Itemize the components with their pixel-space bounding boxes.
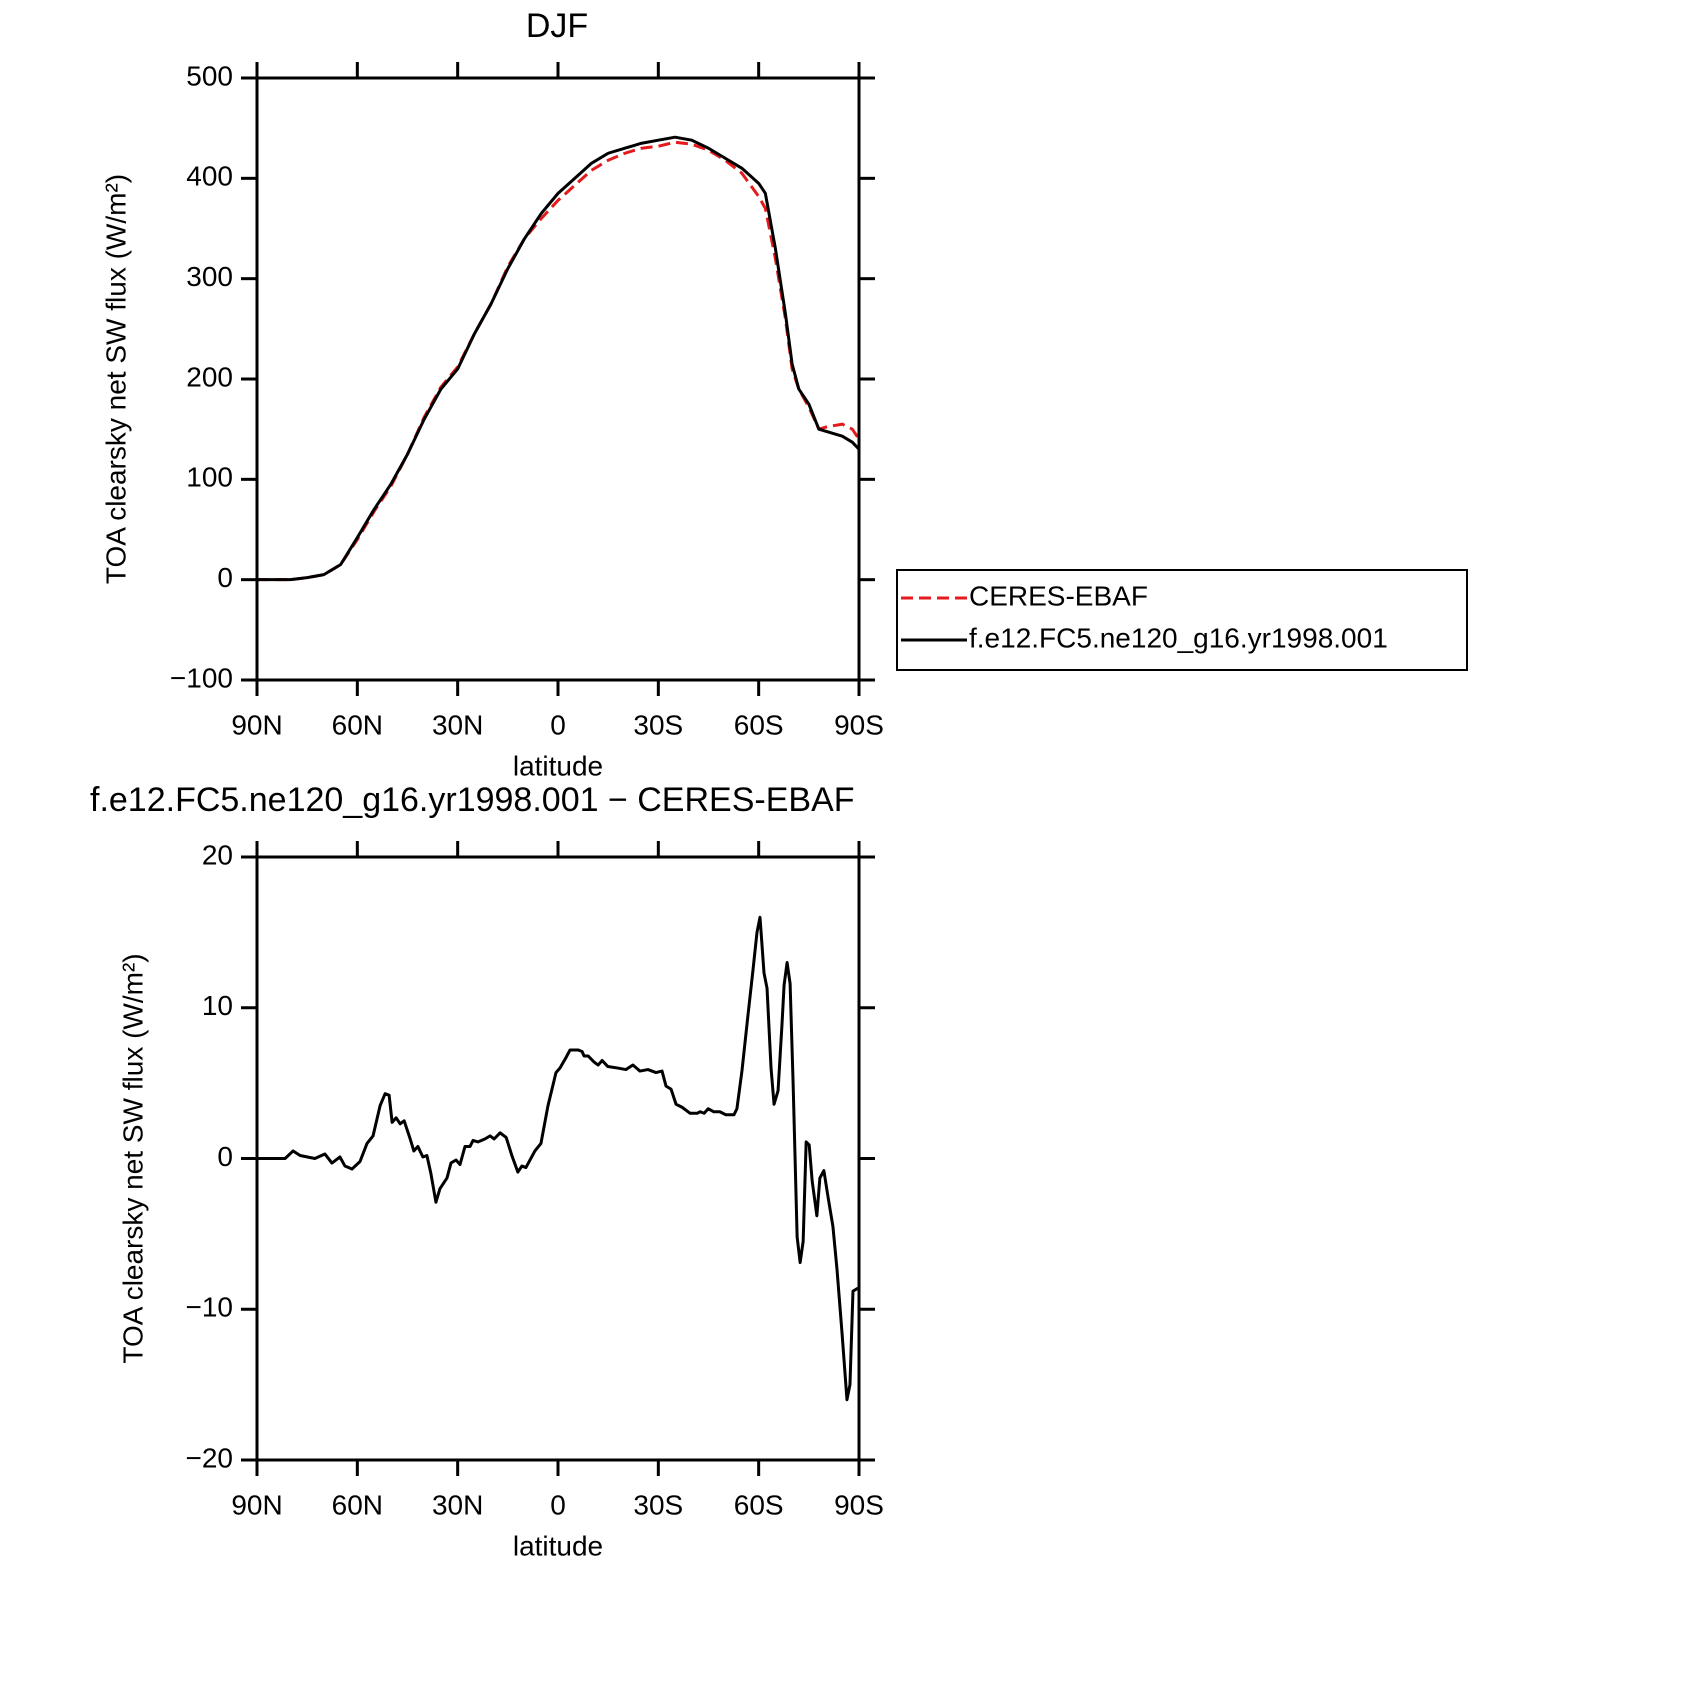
legend-box (896, 569, 1468, 671)
y-tick-label: 300 (186, 261, 233, 292)
data-line (257, 915, 859, 1402)
x-tick-label: 90N (231, 1489, 282, 1520)
chart-title: f.e12.FC5.ne120_g16.yr1998.001 − CERES-E… (90, 781, 855, 819)
data-line (257, 135, 861, 582)
x-axis-label: latitude (513, 750, 603, 781)
legend-label: f.e12.FC5.ne120_g16.yr1998.001 (969, 622, 1388, 653)
x-tick-label: 30S (633, 1489, 683, 1520)
y-tick-label: 20 (202, 839, 233, 870)
chart-title: DJF (526, 7, 588, 45)
y-tick-label: 0 (217, 562, 233, 593)
y-tick-label: 10 (202, 990, 233, 1021)
y-axis-label: TOA clearsky net SW flux (W/m²) (117, 953, 148, 1363)
legend-label: CERES-EBAF (969, 580, 1148, 611)
y-tick-label: 400 (186, 161, 233, 192)
y-tick-label: 500 (186, 60, 233, 91)
y-tick-label: 0 (217, 1141, 233, 1172)
y-tick-label: −100 (170, 662, 233, 693)
plot-frame (255, 855, 861, 1462)
x-tick-label: 30N (432, 709, 483, 740)
y-tick-label: −10 (186, 1292, 234, 1323)
x-tick-label: 60S (734, 1489, 784, 1520)
x-axis-label: latitude (513, 1530, 603, 1561)
x-tick-label: 30S (633, 709, 683, 740)
x-tick-label: 60S (734, 709, 784, 740)
x-tick-label: 60N (332, 709, 383, 740)
x-tick-label: 30N (432, 1489, 483, 1520)
x-tick-label: 0 (550, 709, 566, 740)
x-tick-label: 90S (834, 709, 884, 740)
x-tick-label: 90S (834, 1489, 884, 1520)
x-tick-label: 90N (231, 709, 282, 740)
x-tick-label: 0 (550, 1489, 566, 1520)
y-tick-label: −20 (186, 1442, 234, 1473)
y-tick-label: 100 (186, 462, 233, 493)
x-tick-label: 60N (332, 1489, 383, 1520)
y-axis-label: TOA clearsky net SW flux (W/m²) (100, 174, 131, 584)
plot-frame (255, 76, 861, 682)
y-tick-label: 200 (186, 361, 233, 392)
